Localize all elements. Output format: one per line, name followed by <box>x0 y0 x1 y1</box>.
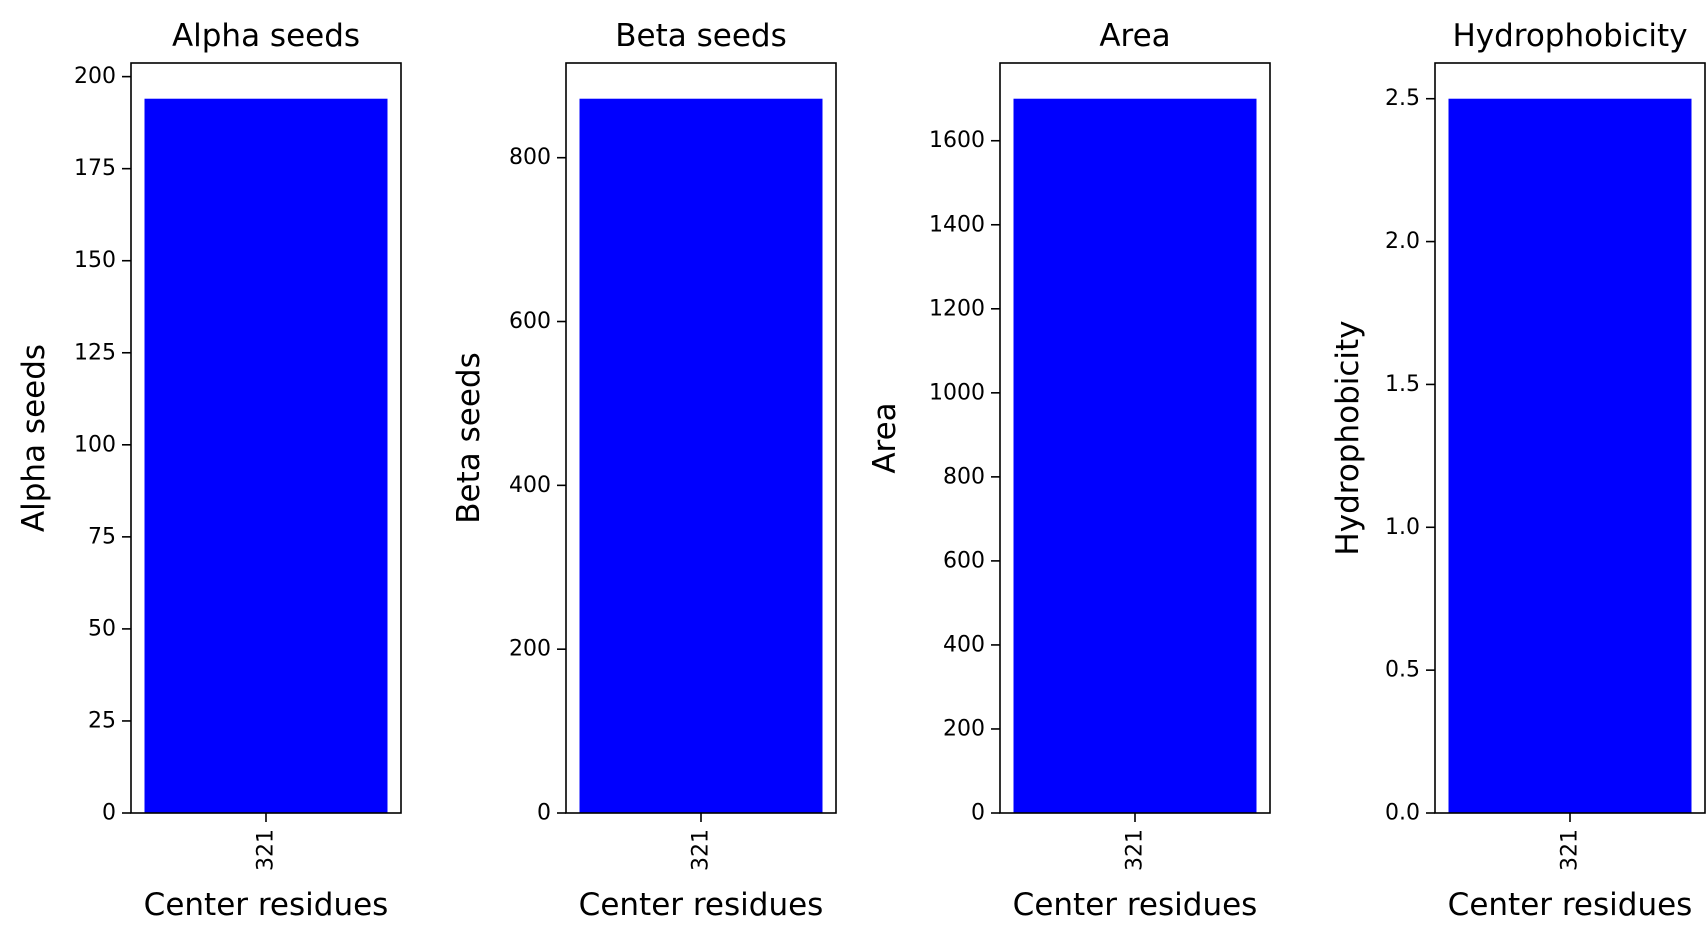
y-axis-label: Beta seeds <box>451 352 487 523</box>
bar <box>1013 98 1257 813</box>
y-tick-label: 1.5 <box>1385 372 1420 397</box>
y-tick-label: 2.0 <box>1385 229 1420 254</box>
bar <box>579 98 823 813</box>
y-tick-label: 2.5 <box>1385 86 1420 111</box>
y-tick-label: 150 <box>74 248 116 273</box>
x-tick-label: 321 <box>254 829 279 871</box>
y-tick-label: 100 <box>74 432 116 457</box>
y-tick-label: 75 <box>88 524 116 549</box>
y-tick-label: 175 <box>74 156 116 181</box>
y-tick-label: 25 <box>88 708 116 733</box>
y-tick-label: 1200 <box>929 296 985 321</box>
x-tick-label: 321 <box>1123 829 1148 871</box>
y-tick-label: 400 <box>943 632 985 657</box>
y-tick-label: 400 <box>509 473 551 498</box>
x-tick-label: 321 <box>689 829 714 871</box>
x-axis-label: Center residues <box>144 887 389 923</box>
y-tick-label: 125 <box>74 340 116 365</box>
y-tick-label: 800 <box>943 464 985 489</box>
x-axis-label: Center residues <box>579 887 824 923</box>
y-tick-label: 0 <box>102 801 116 826</box>
x-tick-label: 321 <box>1558 829 1583 871</box>
y-tick-label: 1000 <box>929 380 985 405</box>
bar <box>144 98 388 813</box>
y-tick-label: 800 <box>509 145 551 170</box>
x-axis-label: Center residues <box>1448 887 1693 923</box>
y-tick-label: 0 <box>537 801 551 826</box>
y-tick-label: 200 <box>943 716 985 741</box>
y-tick-label: 200 <box>74 64 116 89</box>
y-tick-label: 200 <box>509 637 551 662</box>
chart-title: Beta seeds <box>615 18 786 54</box>
y-tick-label: 1600 <box>929 128 985 153</box>
y-tick-label: 1.0 <box>1385 515 1420 540</box>
chart-title: Area <box>1099 18 1170 54</box>
chart-title: Hydrophobicity <box>1452 18 1687 54</box>
y-axis-label: Area <box>867 402 903 473</box>
y-axis-label: Hydrophobicity <box>1330 320 1366 555</box>
y-tick-label: 0.0 <box>1385 801 1420 826</box>
y-tick-label: 600 <box>509 309 551 334</box>
y-axis-label: Alpha seeds <box>16 344 52 532</box>
chart-title: Alpha seeds <box>172 18 360 54</box>
y-tick-label: 50 <box>88 616 116 641</box>
x-axis-label: Center residues <box>1013 887 1258 923</box>
y-tick-label: 0.5 <box>1385 658 1420 683</box>
bar <box>1448 98 1692 813</box>
y-tick-label: 1400 <box>929 212 985 237</box>
y-tick-label: 600 <box>943 548 985 573</box>
y-tick-label: 0 <box>971 801 985 826</box>
